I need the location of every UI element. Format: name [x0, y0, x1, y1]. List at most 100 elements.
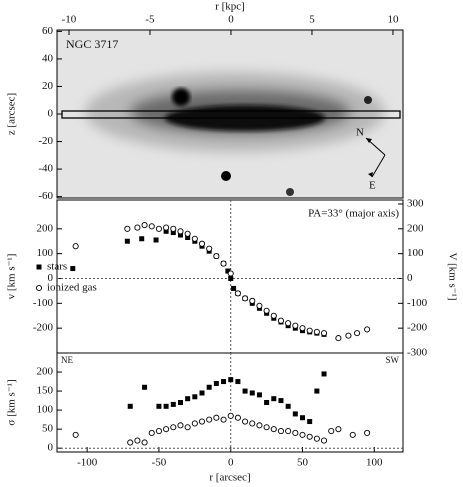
marker-square — [256, 392, 262, 398]
marker-circle — [270, 426, 277, 433]
marker-square — [124, 238, 130, 244]
y2-tick-label: 200 — [407, 222, 424, 234]
marker-circle — [256, 422, 263, 429]
marker-circle — [249, 297, 256, 304]
marker-circle — [170, 424, 177, 431]
y-tick-label: 0 — [48, 272, 54, 284]
marker-circle — [72, 431, 79, 438]
marker-circle — [320, 437, 328, 444]
marker-circle — [184, 230, 191, 237]
marker-circle — [177, 228, 184, 235]
y2-tick-label: 100 — [407, 247, 424, 259]
x-tick-label: -10 — [62, 14, 77, 26]
y-tick-label: 150 — [37, 385, 54, 397]
marker-circle — [148, 223, 155, 230]
y2-axis-label: V [km s⁻¹] — [446, 252, 458, 300]
marker-circle — [220, 260, 227, 267]
panel-frame — [56, 352, 404, 453]
marker-circle — [234, 414, 241, 421]
legend-label: stars — [47, 261, 67, 273]
x-tick-label: -100 — [77, 457, 98, 469]
y2-tick-label: -200 — [407, 322, 428, 334]
marker-square — [199, 390, 205, 396]
marker-circle — [198, 418, 206, 425]
marker-circle — [206, 416, 213, 423]
y2-tick-label: 300 — [407, 198, 424, 210]
marker-circle — [184, 424, 191, 431]
marker-square — [185, 396, 191, 402]
y-tick-label: 50 — [42, 423, 54, 435]
x-tick-label: 10 — [387, 14, 399, 26]
marker-square — [285, 403, 291, 409]
marker-circle — [141, 439, 148, 446]
x-tick-label: 0 — [228, 14, 234, 26]
marker-circle — [220, 416, 227, 423]
marker-circle — [148, 429, 155, 437]
marker-circle — [306, 433, 313, 440]
legend-marker — [36, 264, 42, 270]
y-tick-label: 0 — [48, 108, 54, 120]
marker-circle — [177, 422, 184, 429]
marker-square — [314, 388, 320, 394]
y-tick-label: 100 — [37, 404, 54, 416]
marker-circle — [349, 431, 356, 438]
marker-circle — [292, 429, 299, 437]
marker-circle — [335, 335, 342, 342]
marker-circle — [270, 312, 277, 319]
marker-circle — [213, 253, 220, 260]
marker-square — [228, 377, 234, 383]
marker-square — [163, 403, 169, 409]
y2-tick-label: -300 — [407, 347, 428, 359]
x-tick-label: 0 — [228, 457, 234, 469]
marker-circle — [364, 429, 371, 437]
marker-circle — [328, 428, 335, 435]
x-axis-label: r [arcsec] — [209, 472, 250, 484]
marker-circle — [285, 320, 292, 327]
y-tick-label: 100 — [37, 247, 54, 259]
marker-square — [235, 379, 241, 385]
marker-square — [142, 384, 148, 390]
marker-square — [139, 236, 145, 242]
marker-circle — [170, 225, 177, 232]
annotation: PA=33° (major axis) — [308, 208, 399, 220]
y-tick-label: -100 — [33, 297, 54, 309]
marker-circle — [206, 245, 213, 252]
marker-square — [156, 403, 162, 409]
marker-square — [225, 268, 231, 274]
marker-circle — [263, 424, 270, 431]
marker-circle — [163, 426, 170, 433]
y-tick-label: 0 — [48, 442, 54, 454]
y-axis-label: σ [km s⁻¹] — [6, 379, 18, 425]
marker-circle — [191, 235, 198, 242]
annotation: NE — [61, 355, 73, 365]
marker-circle — [292, 322, 299, 329]
marker-circle — [299, 431, 306, 438]
marker-circle — [141, 222, 148, 229]
marker-circle — [242, 295, 249, 302]
annotation: E — [369, 180, 376, 192]
marker-circle — [227, 412, 234, 419]
marker-circle — [364, 326, 371, 333]
marker-circle — [234, 290, 241, 297]
marker-square — [249, 390, 255, 396]
y-tick-label: -60 — [38, 190, 53, 202]
marker-square — [177, 232, 183, 238]
marker-square — [163, 228, 169, 234]
marker-square — [264, 400, 270, 405]
marker-circle — [354, 330, 361, 337]
y-tick-label: 60 — [42, 25, 54, 37]
y2-tick-label: -100 — [407, 297, 428, 309]
marker-circle — [299, 325, 306, 332]
panel-title: NGC 3717 — [66, 37, 118, 51]
marker-circle — [124, 225, 131, 232]
y-axis-label: z [arcsec] — [6, 93, 18, 135]
marker-circle — [155, 225, 162, 232]
x-tick-label: 100 — [366, 457, 383, 469]
y-tick-label: -200 — [33, 322, 54, 334]
marker-square — [231, 285, 237, 291]
marker-circle — [198, 240, 206, 247]
marker-circle — [285, 428, 292, 435]
marker-square — [192, 394, 198, 400]
marker-circle — [306, 327, 313, 334]
annotation: SW — [386, 355, 400, 365]
